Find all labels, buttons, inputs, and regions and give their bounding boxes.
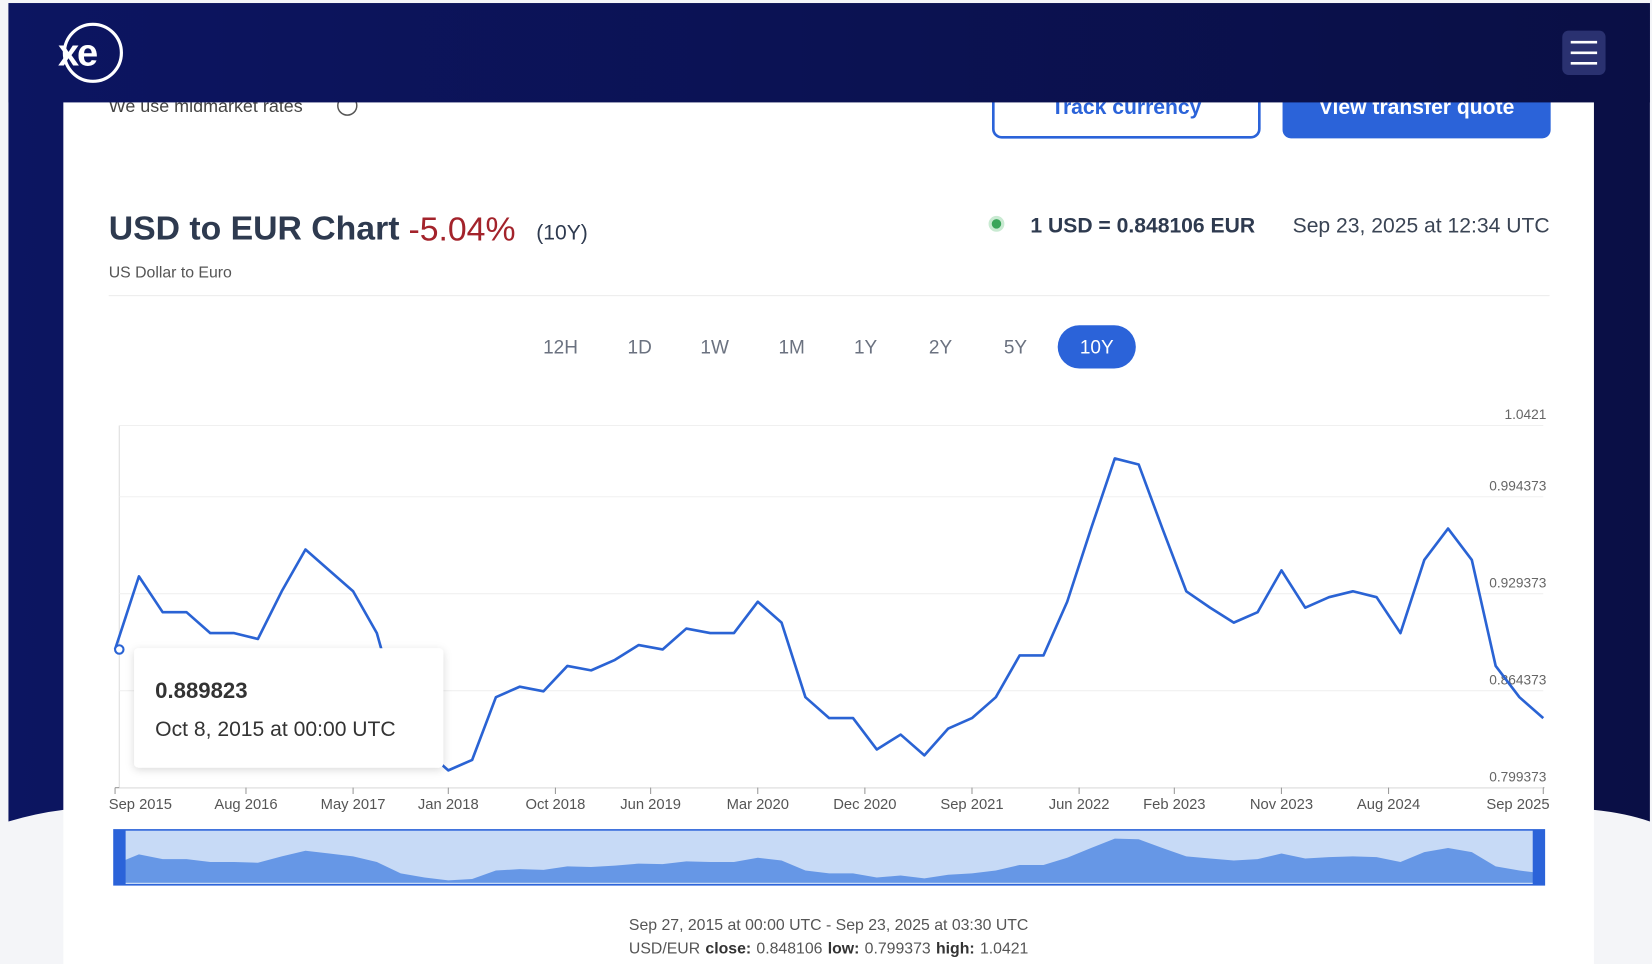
range-label: 1M (778, 338, 804, 359)
stat-label: close: (705, 940, 751, 957)
range-button[interactable]: 10Y (1057, 325, 1136, 369)
header (8, 3, 1650, 103)
x-tick-label: Aug 2024 (1357, 797, 1420, 813)
live-time: Sep 23, 2025 at 12:34 UTC (1293, 214, 1550, 237)
x-tick-label: Mar 2020 (727, 797, 789, 813)
x-tick-label: Dec 2020 (833, 797, 896, 813)
logo-text: xe (58, 32, 97, 74)
card (63, 63, 1594, 964)
stat-label: high: (936, 940, 975, 957)
live-rate: 1 USD = 0.848106 EUR (1030, 214, 1255, 237)
subtitle: US Dollar to Euro (109, 265, 232, 282)
y-tick-label: 0.994373 (1489, 478, 1547, 493)
range-button[interactable]: 12H (543, 338, 578, 359)
range-button[interactable]: 1D (628, 338, 652, 359)
navigator-handle[interactable] (114, 829, 126, 885)
tooltip-value: 0.889823 (155, 678, 247, 703)
range-label: 12H (543, 338, 578, 359)
change: -5.04% (409, 211, 516, 249)
range-button[interactable]: 1Y (854, 338, 878, 359)
stats: USD/EUR close: 0.848106 low: 0.799373 high: 1.… (629, 940, 1029, 957)
stat-value: 0.799373 (865, 940, 931, 957)
range-text: Sep 27, 2015 at 00:00 UTC - Sep 23, 2025… (629, 917, 1028, 934)
x-tick-label: May 2017 (321, 797, 386, 813)
live-dot (988, 215, 1005, 232)
range-button[interactable]: 1M (778, 338, 804, 359)
tooltip-label: Oct 8, 2015 at 00:00 UTC (155, 718, 396, 741)
y-tick-label: 0.864373 (1489, 672, 1547, 687)
x-tick-label: Sep 2025 (1486, 797, 1549, 813)
range-label: 1Y (854, 338, 878, 359)
y-tick-label: 0.799373 (1489, 769, 1547, 784)
stat-label: low: (828, 940, 860, 957)
price-line (113, 457, 1545, 772)
x-tick-label: Sep 2021 (940, 797, 1003, 813)
menu-button[interactable] (1562, 30, 1606, 75)
stat-value: 0.848106 (756, 940, 822, 957)
y-tick-label: 0.929373 (1489, 575, 1547, 590)
pair: USD/EUR (629, 940, 700, 957)
tooltip-box (134, 648, 444, 768)
x-tick-label: Jun 2022 (1049, 797, 1110, 813)
x-tick-label: Aug 2016 (214, 797, 277, 813)
range-active (1057, 325, 1136, 369)
logo[interactable]: xe (58, 22, 123, 83)
period: (10Y) (536, 222, 588, 245)
x-tick-label: Sep 2015 (109, 797, 172, 813)
range-label: 5Y (1004, 338, 1028, 359)
x-tick-label: Feb 2023 (1143, 797, 1205, 813)
hover-marker (114, 644, 125, 655)
y-tick-label: 1.0421 (1504, 407, 1546, 422)
navigator-handle[interactable] (1532, 829, 1545, 885)
range-label: 10Y (1080, 338, 1114, 359)
range-button[interactable]: 2Y (929, 338, 953, 359)
navigator-area (115, 838, 1544, 883)
range-label: 2Y (929, 338, 953, 359)
range-label: 1W (700, 338, 729, 359)
chart-title: USD to EUR Chart (109, 210, 400, 248)
x-tick-label: Jan 2018 (418, 797, 479, 813)
menu-icon (1570, 40, 1598, 65)
tooltip: 0.889823 Oct 8, 2015 at 00:00 UTC (134, 648, 444, 768)
x-tick-label: Nov 2023 (1250, 797, 1313, 813)
logo-ring (62, 22, 123, 83)
range-button[interactable]: 1W (700, 338, 729, 359)
range-button[interactable]: 5Y (1004, 338, 1028, 359)
x-tick-label: Jun 2019 (620, 797, 681, 813)
stat-value: 1.0421 (980, 940, 1029, 957)
range-label: 1D (628, 338, 652, 359)
x-tick-label: Oct 2018 (525, 797, 585, 813)
